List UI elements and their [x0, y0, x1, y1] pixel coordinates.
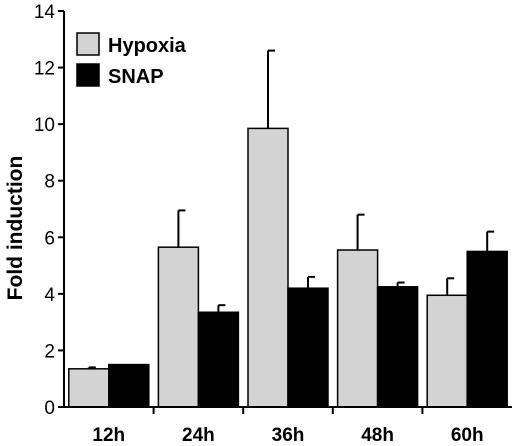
- x-tick-label: 36h: [272, 425, 305, 446]
- y-tick-label: 2: [44, 341, 55, 362]
- x-tick-label: 60h: [451, 425, 484, 446]
- legend-label-hypoxia: Hypoxia: [108, 35, 187, 57]
- legend-label-snap: SNAP: [108, 66, 164, 88]
- bar-snap-24h: [197, 311, 240, 408]
- bar-snap-12h: [108, 363, 150, 408]
- y-tick-label: 12: [34, 59, 55, 80]
- y-tick-label: 8: [44, 172, 55, 193]
- legend-swatch-hypoxia: [76, 32, 100, 56]
- plot-area: [68, 49, 508, 408]
- y-tick-label: 6: [44, 228, 55, 249]
- y-axis-label: Fold induction: [4, 156, 27, 301]
- bar-snap-60h: [466, 250, 508, 408]
- y-tick-label: 0: [44, 398, 55, 419]
- x-tick-label: 48h: [361, 425, 394, 446]
- y-axis: 0 2 4 6 8 10 12 14: [34, 2, 65, 419]
- bar-snap-48h: [376, 286, 419, 408]
- bar-hypoxia-24h: [157, 246, 200, 408]
- bar-hypoxia-36h: [247, 127, 289, 408]
- y-tick-label: 4: [44, 285, 55, 306]
- legend-swatch-snap: [76, 63, 100, 87]
- y-tick-label: 10: [34, 115, 55, 136]
- x-tick-label: 12h: [92, 425, 125, 446]
- bar-snap-36h: [287, 287, 329, 408]
- bar-hypoxia-48h: [336, 249, 379, 408]
- bar-hypoxia-12h: [68, 368, 110, 408]
- x-axis: 12h 24h 36h 48h 60h: [64, 406, 512, 446]
- y-tick-label: 14: [34, 2, 56, 23]
- x-tick-label: 24h: [182, 425, 215, 446]
- bar-hypoxia-60h: [426, 294, 468, 408]
- legend: Hypoxia SNAP: [76, 32, 187, 88]
